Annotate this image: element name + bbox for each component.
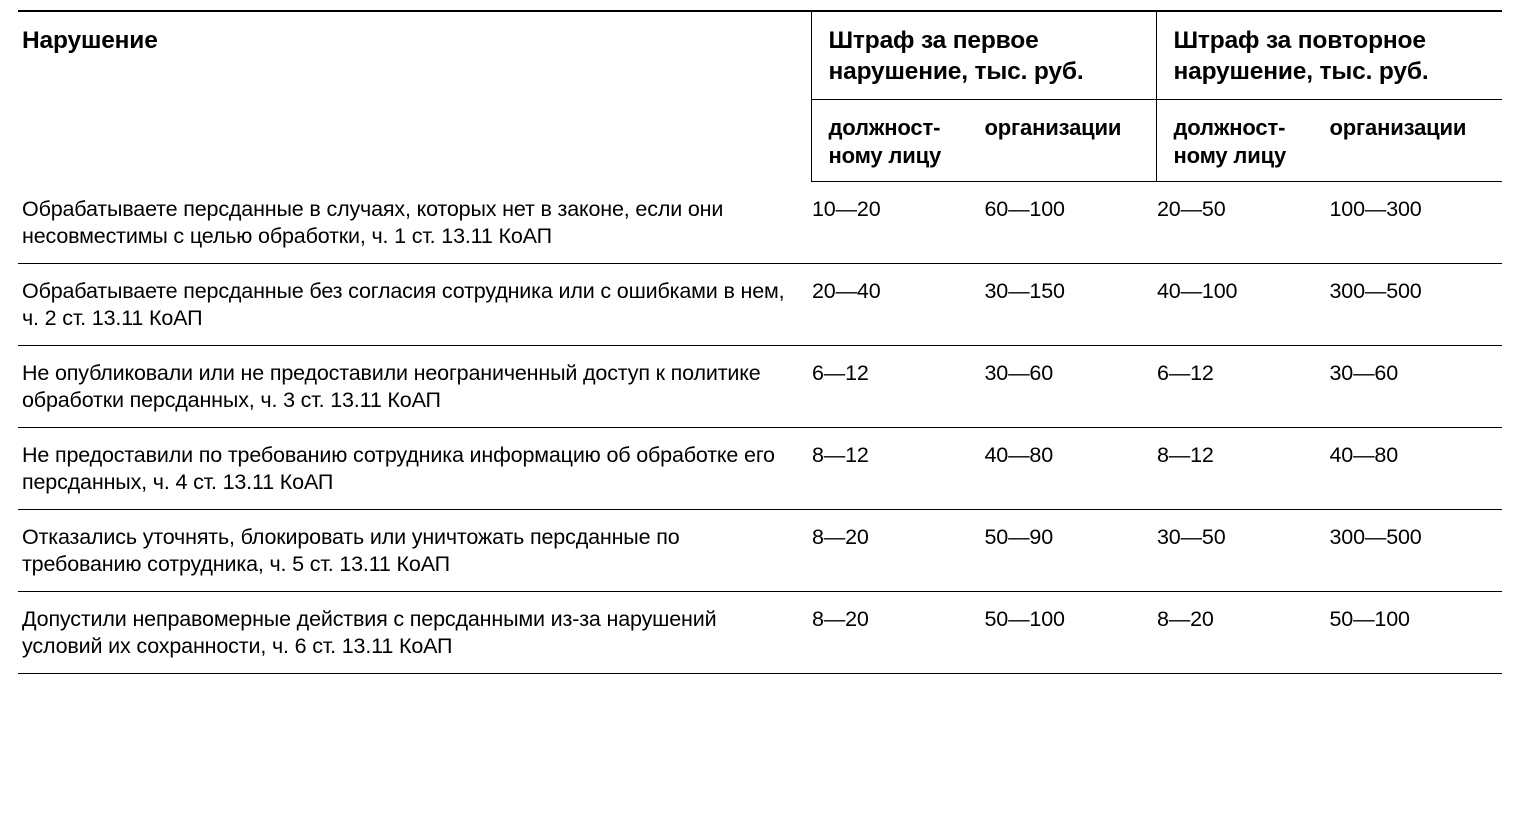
col-subheader-first-official: должност­ному лицу (812, 100, 985, 182)
cell-repeat-official: 30—50 (1157, 509, 1330, 591)
col-subheader-repeat-org: органи­зации (1329, 100, 1502, 182)
cell-first-org: 60—100 (984, 182, 1157, 264)
cell-repeat-org: 100—300 (1329, 182, 1502, 264)
fines-table: Нарушение Штраф за первое нарушение, тыс… (18, 10, 1502, 674)
cell-first-org: 30—150 (984, 263, 1157, 345)
cell-first-org: 50—100 (984, 591, 1157, 673)
col-group-repeat-offense: Штраф за повторное нарушение, тыс. руб. (1157, 11, 1502, 100)
cell-first-official: 20—40 (812, 263, 985, 345)
cell-first-org: 50—90 (984, 509, 1157, 591)
table-row: Допустили неправомерные действия с персд… (18, 591, 1502, 673)
col-group-first-offense: Штраф за первое нарушение, тыс. руб. (812, 11, 1157, 100)
table-row: Обрабатываете персданные в случаях, кото… (18, 182, 1502, 264)
cell-first-org: 40—80 (984, 427, 1157, 509)
cell-violation: Не предоставили по требованию сотрудника… (18, 427, 812, 509)
cell-repeat-org: 50—100 (1329, 591, 1502, 673)
cell-repeat-official: 20—50 (1157, 182, 1330, 264)
col-header-violation: Нарушение (18, 11, 812, 182)
cell-repeat-org: 300—500 (1329, 263, 1502, 345)
cell-repeat-org: 300—500 (1329, 509, 1502, 591)
col-subheader-repeat-official: должност­ному лицу (1157, 100, 1330, 182)
col-subheader-first-org: органи­зации (984, 100, 1157, 182)
cell-repeat-official: 8—20 (1157, 591, 1330, 673)
cell-first-official: 8—12 (812, 427, 985, 509)
cell-first-official: 8—20 (812, 591, 985, 673)
cell-violation: Обрабатываете персданные в случаях, кото… (18, 182, 812, 264)
cell-repeat-official: 8—12 (1157, 427, 1330, 509)
cell-violation: Отказались уточнять, блокировать или уни… (18, 509, 812, 591)
cell-violation: Допустили неправомерные действия с персд… (18, 591, 812, 673)
cell-violation: Не опубликовали или не предоставили неог… (18, 345, 812, 427)
cell-violation: Обрабатываете персданные без согласия со… (18, 263, 812, 345)
cell-first-official: 8—20 (812, 509, 985, 591)
cell-repeat-org: 30—60 (1329, 345, 1502, 427)
cell-first-org: 30—60 (984, 345, 1157, 427)
cell-first-official: 6—12 (812, 345, 985, 427)
cell-first-official: 10—20 (812, 182, 985, 264)
cell-repeat-official: 40—100 (1157, 263, 1330, 345)
table-row: Не предоставили по требованию сотрудника… (18, 427, 1502, 509)
table-row: Обрабатываете персданные без согласия со… (18, 263, 1502, 345)
cell-repeat-org: 40—80 (1329, 427, 1502, 509)
cell-repeat-official: 6—12 (1157, 345, 1330, 427)
table-row: Не опубликовали или не предоставили неог… (18, 345, 1502, 427)
table-row: Отказались уточнять, блокировать или уни… (18, 509, 1502, 591)
